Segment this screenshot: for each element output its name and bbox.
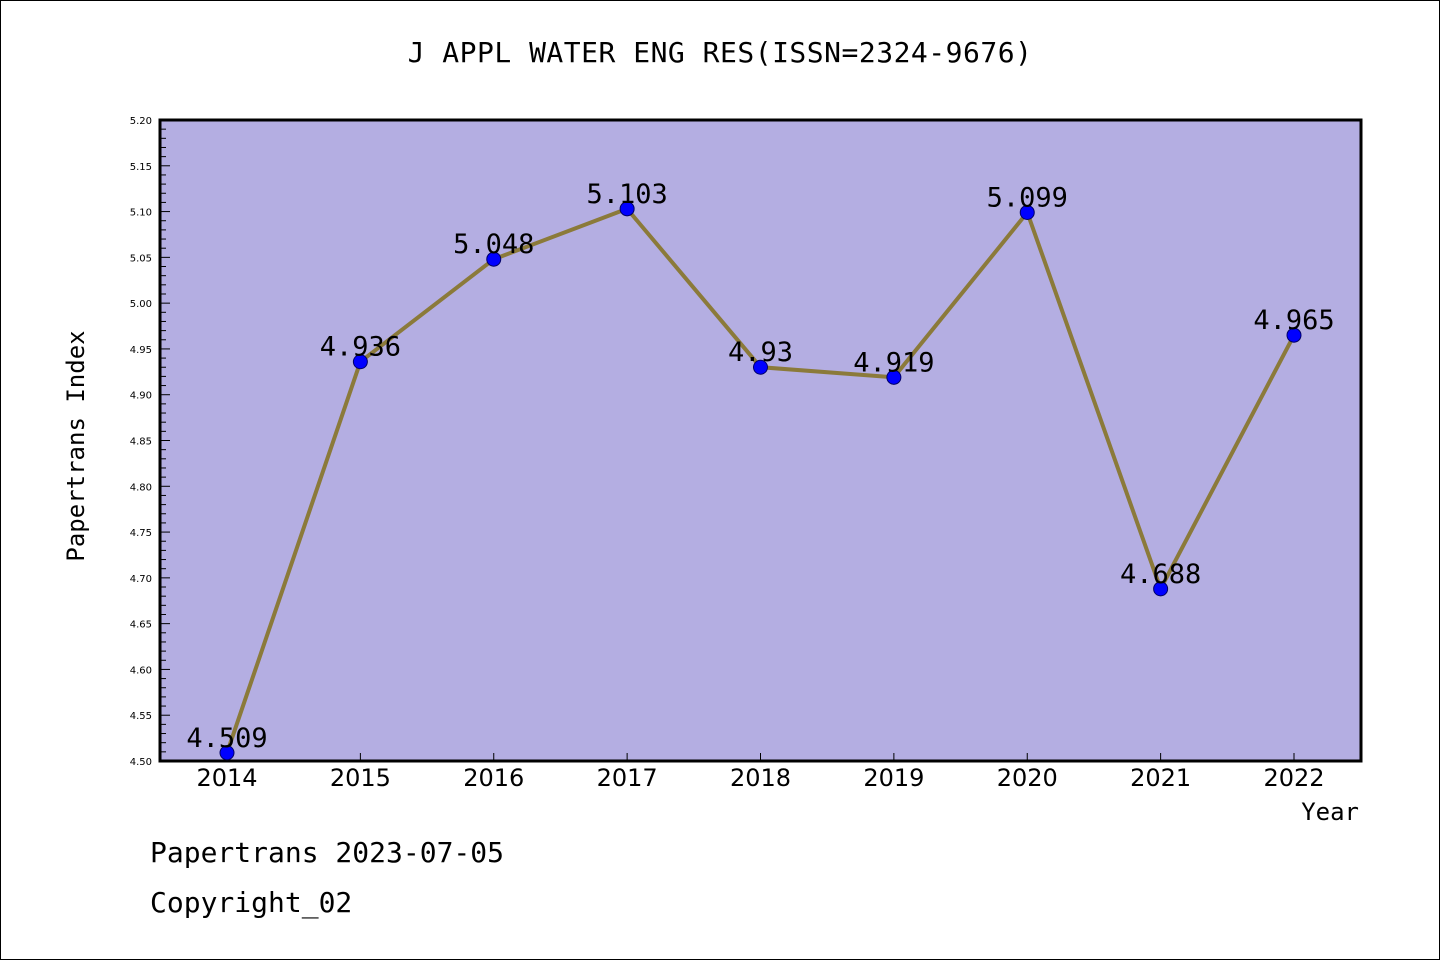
y-tick-label: 4.65 (130, 620, 152, 631)
x-tick-label: 2018 (730, 764, 791, 792)
data-label: 4.965 (1253, 305, 1334, 336)
data-point (352, 354, 368, 370)
data-labels: 4.509 4.936 5.048 5.103 4.93 4.919 5.099 4.688 4… (186, 179, 1334, 754)
y-tick-label: 5.00 (130, 299, 152, 310)
y-tick-label: 4.80 (130, 482, 152, 493)
series-markers (219, 201, 1302, 761)
y-tick-label: 4.95 (130, 345, 152, 356)
x-tick-label: 2020 (997, 764, 1058, 792)
x-tick-label: 2022 (1263, 764, 1324, 792)
data-point (886, 369, 902, 385)
y-tick-label: 4.90 (130, 391, 152, 402)
plot-area (158, 118, 1363, 763)
data-point (1153, 581, 1169, 597)
x-tick-label: 2021 (1130, 764, 1191, 792)
data-label: 4.936 (320, 332, 401, 363)
x-tick-label: 2014 (196, 764, 257, 792)
y-tick-label: 5.15 (130, 162, 152, 173)
data-point (753, 359, 768, 375)
data-point (219, 745, 235, 761)
data-label: 4.688 (1120, 559, 1201, 590)
y-axis-title: Papertrans Index (62, 330, 90, 561)
y-tick-label: 5.20 (130, 116, 152, 127)
data-point (1286, 327, 1302, 343)
x-tick-label: 2017 (597, 764, 658, 792)
y-tick-label: 4.50 (130, 757, 152, 768)
x-tick-label: 2019 (863, 764, 924, 792)
y-tick-label: 4.55 (130, 711, 152, 722)
data-label: 5.099 (987, 182, 1068, 213)
x-tick-label: 2016 (463, 764, 524, 792)
data-point (486, 251, 502, 267)
y-tick-label: 4.75 (130, 528, 152, 539)
footer-copyright: Copyright_02 (150, 886, 353, 919)
x-tick-label: 2015 (330, 764, 391, 792)
y-axis-ticks: 4.50 4.55 4.60 4.65 4.70 4.75 4.80 4.85 4.90 4.95… (130, 116, 170, 768)
chart-title: J APPL WATER ENG RES(ISSN=2324-9676) (407, 36, 1033, 69)
data-label: 5.103 (586, 179, 667, 210)
data-label: 4.509 (186, 723, 267, 754)
y-tick-label: 5.10 (130, 208, 152, 219)
x-axis-title: Year (1301, 798, 1359, 826)
data-label: 5.048 (453, 229, 534, 260)
data-label: 4.919 (853, 347, 934, 378)
y-tick-label: 4.70 (130, 574, 152, 585)
y-tick-label: 4.85 (130, 437, 152, 448)
data-point (619, 201, 635, 217)
data-label: 4.93 (728, 337, 793, 368)
y-tick-label: 4.60 (130, 665, 152, 676)
data-point (1019, 204, 1035, 220)
footer-date: Papertrans 2023-07-05 (150, 836, 505, 869)
y-tick-label: 5.05 (130, 253, 152, 264)
x-axis-ticks: 2014 2015 2016 2017 2018 2019 2020 2021 2022 (196, 753, 1325, 792)
